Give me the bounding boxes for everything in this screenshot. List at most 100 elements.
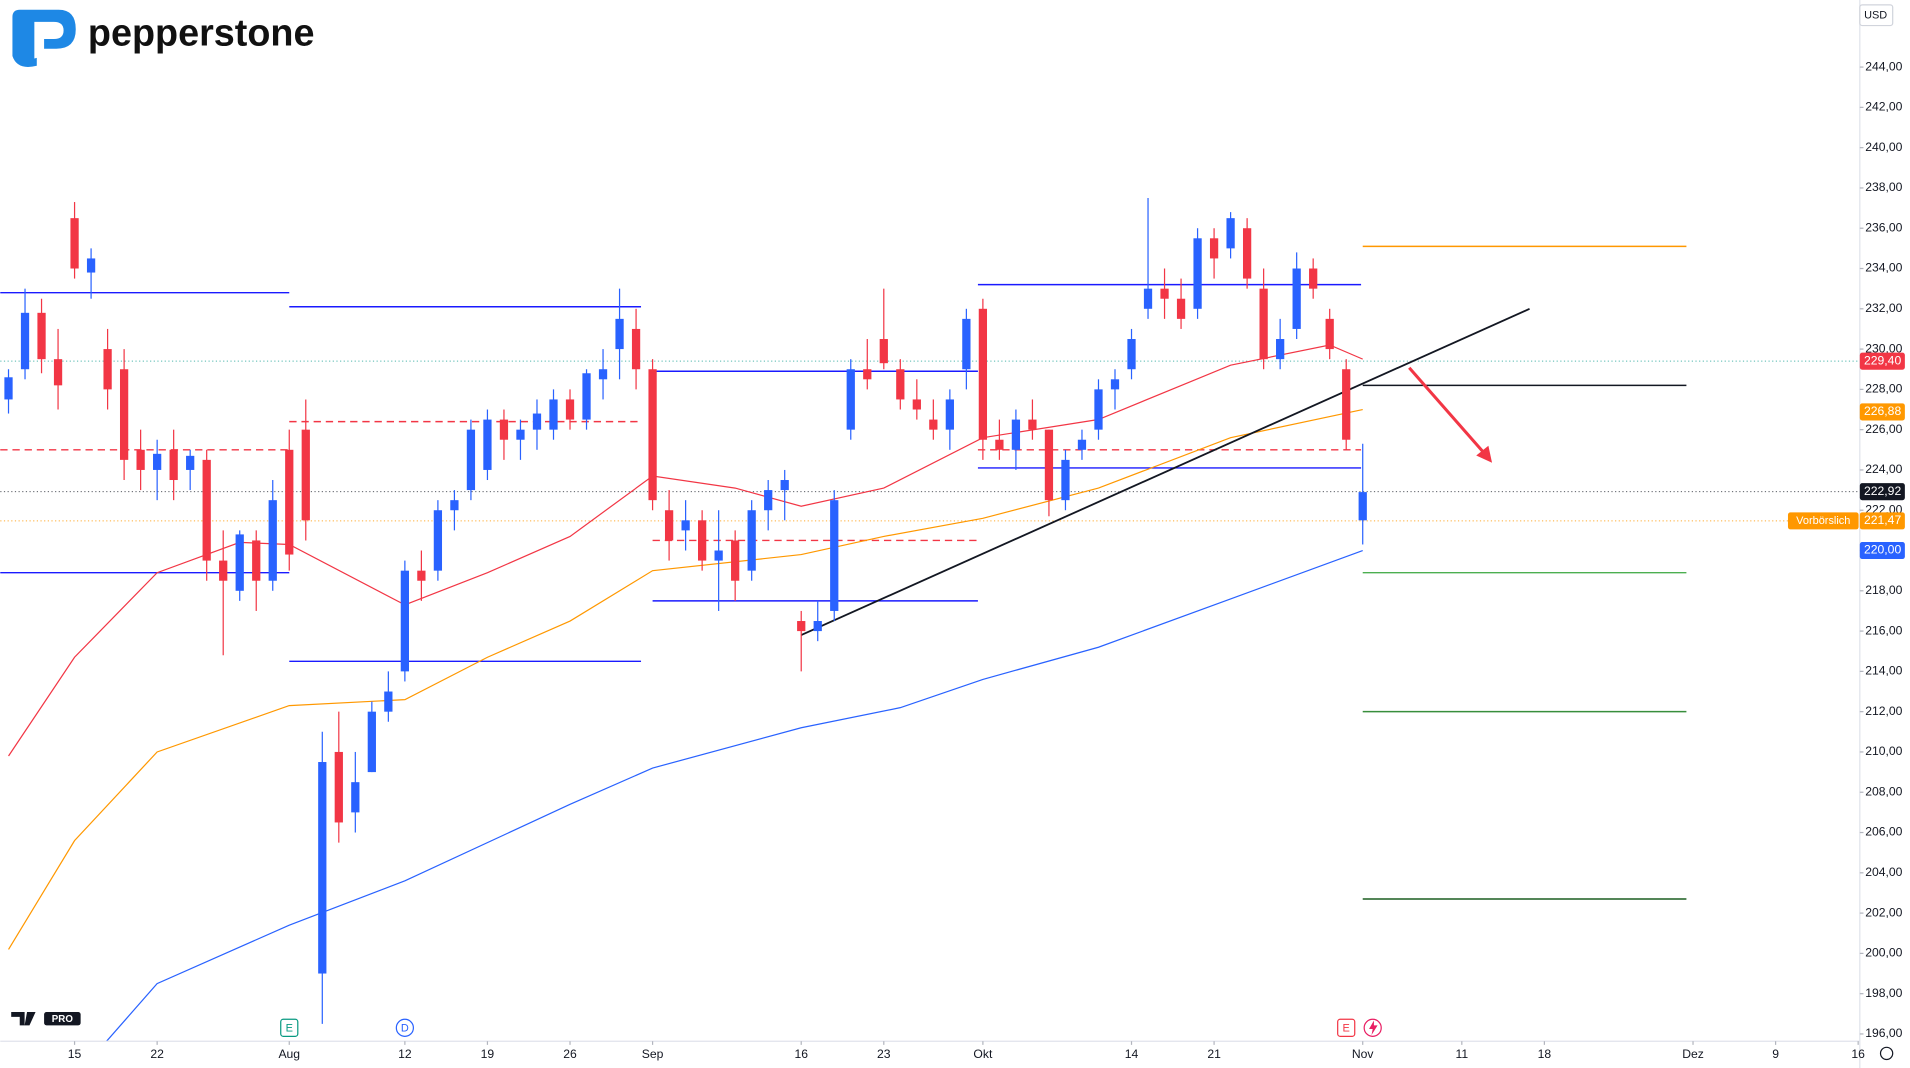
arrow-head xyxy=(1476,445,1493,463)
candle-body xyxy=(384,691,393,712)
y-tick-label: 214,00 xyxy=(1865,664,1902,678)
overlay-line xyxy=(82,549,1363,1068)
candle-body xyxy=(516,429,525,440)
candle-body xyxy=(615,318,624,350)
candle-body xyxy=(879,339,888,364)
time-axis xyxy=(0,1041,1910,1068)
arrow xyxy=(1408,366,1490,459)
y-tick-label: 200,00 xyxy=(1865,946,1902,960)
candle-body xyxy=(1110,379,1120,390)
candle-body xyxy=(1176,298,1186,319)
candle-body xyxy=(1143,288,1153,309)
currency[interactable]: USD xyxy=(1864,10,1887,22)
candle-body xyxy=(1077,439,1087,450)
candle-body xyxy=(1325,318,1334,350)
candle-body xyxy=(582,373,591,420)
candle-body xyxy=(1028,419,1037,430)
candle-body xyxy=(1358,492,1367,521)
candle-body xyxy=(1209,238,1219,259)
y-tick-label: 242,00 xyxy=(1865,100,1902,114)
y-tick-label: 224,00 xyxy=(1865,462,1902,476)
candle-body xyxy=(912,399,921,410)
candle-body xyxy=(830,500,839,611)
y-tick-label: 202,00 xyxy=(1865,905,1902,919)
x-tick-label: 21 xyxy=(1207,1047,1221,1061)
candle-body xyxy=(681,520,690,531)
candle-body xyxy=(863,369,872,380)
y-tick-label: 204,00 xyxy=(1865,865,1902,879)
candle-body xyxy=(483,419,492,470)
y-tick-label: 240,00 xyxy=(1865,140,1902,154)
x-tick-label: 16 xyxy=(794,1047,808,1061)
currency-box[interactable] xyxy=(1859,4,1894,27)
candle-body xyxy=(1011,419,1021,450)
candle-body xyxy=(1160,288,1169,299)
price-label: 229,40 xyxy=(1864,353,1901,367)
price-label: 226,88 xyxy=(1864,404,1901,418)
event-label[interactable]: E xyxy=(286,1022,293,1034)
y-tick-label: 210,00 xyxy=(1865,744,1902,758)
event-label[interactable]: D xyxy=(401,1022,409,1034)
x-tick-label: Nov xyxy=(1352,1047,1375,1061)
candle-body xyxy=(1242,228,1252,279)
candle-body xyxy=(532,413,542,430)
candle-body xyxy=(598,369,608,380)
settings-icon[interactable] xyxy=(1879,1046,1894,1061)
candle-body xyxy=(268,500,277,581)
candle-body xyxy=(417,570,426,581)
candle-body xyxy=(119,369,129,460)
candle-body xyxy=(1309,268,1318,289)
x-tick-label: 16 xyxy=(1851,1047,1865,1061)
event-marker[interactable] xyxy=(280,1018,299,1037)
y-tick-label: 226,00 xyxy=(1865,422,1902,436)
price-label-box xyxy=(1859,483,1905,501)
candle-body xyxy=(285,449,294,555)
candle-body xyxy=(1094,389,1103,430)
x-tick-label: 11 xyxy=(1455,1047,1468,1061)
candle-body xyxy=(747,510,756,571)
candle-body xyxy=(334,751,343,823)
x-tick-label: 12 xyxy=(398,1047,412,1061)
candle-body xyxy=(235,534,244,591)
event-marker[interactable] xyxy=(1337,1018,1356,1037)
axes: 196,00 198,00 200,00 202,00 204,00 206,00 208,… xyxy=(68,59,1905,1061)
brand-logo: pepperstone xyxy=(12,9,314,67)
price-label: 220,00 xyxy=(1864,543,1901,557)
price-axis xyxy=(1859,0,1910,1068)
lightning-event[interactable] xyxy=(1363,1018,1382,1037)
candle-body xyxy=(186,455,195,470)
candle-body xyxy=(714,550,723,561)
event-label[interactable]: E xyxy=(1343,1022,1350,1034)
x-tick-label: Aug xyxy=(278,1047,300,1061)
logo-letter xyxy=(34,21,64,59)
lightning[interactable] xyxy=(1369,1020,1378,1036)
y-tick-label: 244,00 xyxy=(1865,59,1902,73)
y-tick-label: 198,00 xyxy=(1865,986,1902,1000)
candle-body xyxy=(1276,339,1285,360)
candle-body xyxy=(301,429,310,521)
price-label: 222,92 xyxy=(1864,484,1901,498)
candle-body xyxy=(1044,429,1054,501)
candle-body xyxy=(103,349,112,390)
price-label-box xyxy=(1859,403,1905,421)
y-tick-label: 208,00 xyxy=(1865,784,1902,798)
candle-body xyxy=(136,449,145,470)
candle-body xyxy=(631,328,641,370)
candle-body xyxy=(4,377,13,400)
event-marker[interactable] xyxy=(395,1018,414,1037)
candle-body xyxy=(20,312,30,370)
price-label-box xyxy=(1859,352,1905,370)
gear[interactable] xyxy=(1879,1046,1894,1061)
x-tick-label: 26 xyxy=(563,1047,577,1061)
candle-body xyxy=(318,762,327,974)
y-tick-label: 206,00 xyxy=(1865,825,1902,839)
candle-body xyxy=(1193,238,1202,309)
x-tick-label: 14 xyxy=(1125,1047,1139,1061)
candle-body xyxy=(1127,339,1136,370)
candle-body xyxy=(466,429,476,491)
overlay-layer xyxy=(4,198,1367,1024)
tag-box xyxy=(1787,512,1859,530)
x-tick-label: 18 xyxy=(1538,1047,1552,1061)
y-tick-label: 236,00 xyxy=(1865,220,1902,234)
x-tick-label: Okt xyxy=(973,1047,993,1061)
